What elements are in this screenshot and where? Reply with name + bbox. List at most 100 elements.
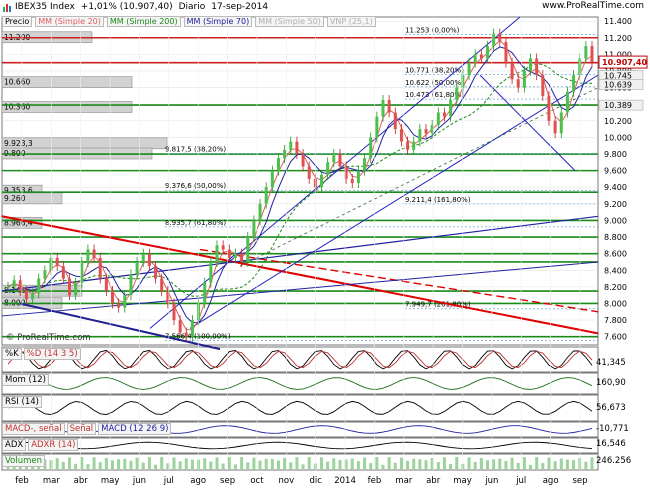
volume-bar [172, 457, 176, 469]
price-candle [406, 141, 410, 150]
volume-bar [111, 460, 115, 469]
volume-profile-bar [1, 76, 133, 88]
volume-profile-bar [1, 101, 133, 113]
x-tick-label: dic [309, 476, 322, 486]
adx-line [7, 441, 593, 450]
site-link[interactable]: www.ProRealTime.com [542, 1, 644, 11]
volume-bar [430, 458, 434, 469]
price-candle [467, 62, 471, 76]
price-candle [18, 280, 22, 292]
price-candle [338, 154, 342, 167]
price-candle [356, 170, 360, 184]
indicator-rsi-value: 56,673 [596, 403, 626, 413]
volume-bar [381, 464, 385, 469]
fibo-label: 9.376,6 (50,00%) [165, 182, 226, 190]
legend-mm70[interactable]: MM (Simple 70) [183, 16, 253, 27]
indicator-adx-value: 16,546 [596, 439, 626, 449]
price-candle [553, 120, 557, 134]
volume-bar [295, 457, 299, 469]
volume-bar [375, 457, 379, 469]
volume-bar [301, 464, 305, 469]
price-candle [215, 245, 219, 262]
fibo-label: 11.253 (0,00%) [405, 26, 460, 34]
volume-bar [92, 457, 96, 469]
price-highlight-label: 10.639 [604, 80, 632, 89]
y-tick-label: 9.400 [604, 183, 627, 192]
volume-bar [135, 457, 139, 469]
price-candle [74, 282, 78, 296]
indicator-panel-2 [1, 394, 599, 422]
price-candle [393, 112, 397, 130]
price-candle [424, 129, 428, 134]
volume-bar [160, 457, 164, 469]
price-candle [387, 100, 391, 113]
volume-bar [203, 458, 207, 469]
price-candle [535, 58, 539, 76]
price-candle [61, 266, 65, 279]
volume-bar [553, 461, 557, 469]
price-candle [178, 320, 182, 333]
trend-line-red-dashed [199, 248, 599, 313]
volume-bar [399, 457, 403, 469]
volume-bar [332, 458, 336, 469]
price-candle [111, 291, 115, 304]
volume-bar [221, 463, 225, 469]
volume-bar [418, 459, 422, 469]
symbol-name: IBEX35 Index [15, 2, 75, 12]
volume-bar [246, 462, 250, 469]
legend-vnp[interactable]: VNP (25,1) [326, 16, 376, 27]
x-tick-label: may [453, 476, 472, 486]
price-candle [590, 46, 594, 63]
volume-bar [393, 462, 397, 469]
price-candle [129, 274, 133, 296]
price-candle [104, 278, 108, 292]
volume-bar [178, 461, 182, 469]
volume-bar [86, 464, 90, 469]
volume-bar [492, 459, 496, 469]
x-tick-label: jul [163, 476, 174, 486]
legend-mm200[interactable]: MM (Simple 200) [106, 16, 181, 27]
price-candle [461, 75, 465, 88]
x-tick-label: 2014 [334, 476, 356, 486]
price-candle [203, 282, 207, 304]
price-candle [209, 261, 213, 283]
price-panel [1, 16, 599, 346]
volume-bar [369, 463, 373, 469]
volume-bar [449, 464, 453, 469]
price-candle [92, 249, 96, 258]
y-tick-label: 7.800 [604, 316, 627, 325]
y-tick-label: 11.200 [604, 34, 632, 43]
volume-profile-label: 10.660 [4, 78, 30, 87]
y-tick-label: 9.600 [604, 167, 627, 176]
legend-price[interactable]: Precio [2, 16, 33, 27]
indicator-mom-value: 160,90 [596, 378, 626, 388]
price-candle [24, 291, 28, 300]
fibo-label: 10.771 (38,20%) [405, 66, 464, 74]
price-candle [154, 266, 158, 279]
x-tick-label: oct [250, 476, 264, 486]
indicator-adx-label: ADX ADXR (14) [2, 439, 80, 451]
volume-bar [529, 464, 533, 469]
price-candle [283, 149, 287, 159]
volume-bar [184, 458, 188, 469]
volume-bar [350, 458, 354, 469]
trend-line-blue-2 [1, 261, 599, 317]
price-candle [67, 278, 71, 296]
trend-line-red [1, 215, 599, 335]
fibo-label: 7.566,4 (100,00%) [165, 333, 231, 341]
fibo-label: 8.935,7 (61,80%) [165, 219, 226, 227]
legend-mm50[interactable]: MM (Simple 50) [255, 16, 324, 27]
y-tick-label: 9.000 [604, 216, 627, 225]
price-candle [43, 270, 47, 279]
volume-bar [49, 460, 53, 469]
x-tick-label: ago [190, 476, 206, 486]
x-tick-label: jun [484, 476, 498, 486]
price-candle [516, 79, 520, 88]
volume-bar [6, 465, 10, 469]
price-highlight-label: 10.745 [604, 72, 632, 81]
legend-mm20[interactable]: MM (Simple 20) [35, 16, 104, 27]
price-candle [307, 166, 311, 179]
price-candle [190, 320, 194, 337]
price-candle [510, 62, 514, 80]
current-price-box [598, 55, 648, 69]
